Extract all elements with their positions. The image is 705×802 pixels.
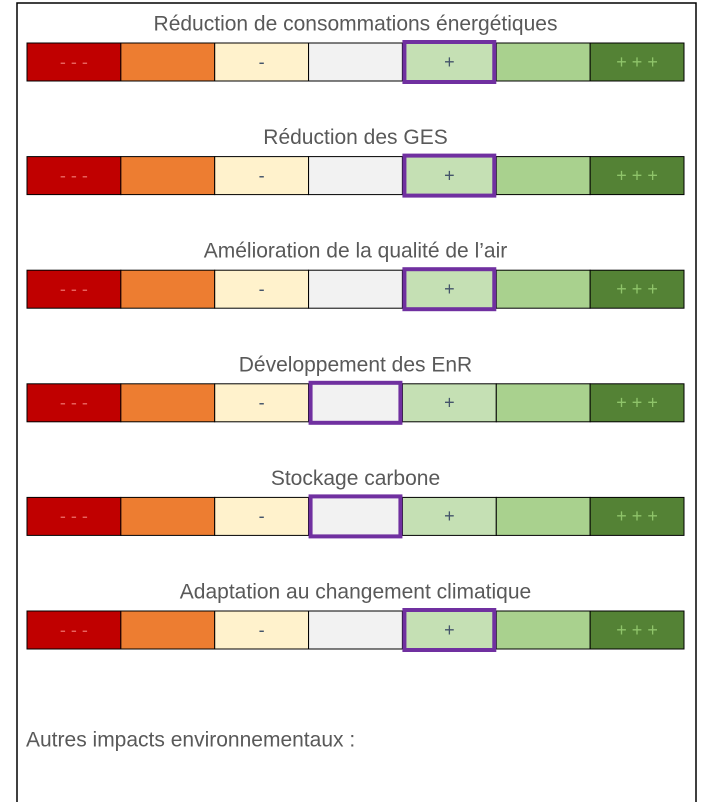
row-title: Adaptation au changement climatique bbox=[180, 581, 531, 604]
selected-cell bbox=[308, 380, 403, 425]
scale-cell bbox=[589, 269, 685, 309]
cell-label: - bbox=[259, 506, 265, 526]
scale-cell bbox=[401, 156, 497, 196]
selected-cell bbox=[402, 153, 497, 198]
scale-cell bbox=[214, 610, 310, 650]
scale-cell bbox=[308, 496, 403, 536]
cell-label: + bbox=[444, 506, 455, 526]
scale-cell bbox=[589, 383, 685, 423]
row-title: Réduction de consommations énergétiques bbox=[154, 13, 558, 36]
cell-label: - - - bbox=[60, 393, 88, 413]
row-title: Stockage carbone bbox=[271, 467, 440, 490]
cell-label: + + + bbox=[616, 620, 658, 640]
cell-label: + + + bbox=[616, 165, 658, 185]
scale-cell bbox=[26, 610, 122, 650]
cell-label: - - - bbox=[60, 165, 88, 185]
cell-label: - bbox=[259, 279, 265, 299]
scale-cell bbox=[26, 383, 122, 423]
scale-cell bbox=[120, 269, 216, 309]
cell-label: + + + bbox=[616, 506, 658, 526]
scale-cell bbox=[589, 610, 685, 650]
cell-label: + + + bbox=[616, 52, 658, 72]
frame bbox=[16, 2, 697, 802]
scale-cell bbox=[495, 42, 591, 82]
row-title: Réduction des GES bbox=[263, 126, 447, 149]
cell-label: - - - bbox=[60, 620, 88, 640]
scale-cell bbox=[401, 610, 497, 650]
selected-cell bbox=[402, 40, 497, 84]
row-title: Développement des EnR bbox=[239, 353, 472, 376]
scale-cell bbox=[495, 383, 591, 423]
cell-label: + bbox=[444, 393, 455, 413]
selected-cell bbox=[402, 267, 497, 312]
cell-label: - - - bbox=[60, 279, 88, 299]
cell-label: + bbox=[444, 279, 455, 299]
cell-label: - - - bbox=[60, 52, 88, 72]
scale-cell bbox=[120, 610, 216, 650]
scale-cell bbox=[495, 496, 591, 536]
scale-cell bbox=[120, 496, 216, 536]
selected-cell bbox=[308, 494, 403, 539]
cell-label: + bbox=[444, 165, 455, 185]
cell-label: - bbox=[259, 620, 265, 640]
cell-label: - bbox=[259, 165, 265, 185]
scale-cell bbox=[589, 156, 685, 196]
scale-cell bbox=[26, 496, 122, 536]
scale-cell bbox=[495, 610, 591, 650]
scale-cell bbox=[308, 383, 403, 423]
selected-cell bbox=[402, 608, 497, 652]
scale-cell bbox=[308, 42, 403, 82]
cell-label: + bbox=[444, 52, 455, 72]
scale-cell bbox=[120, 383, 216, 423]
cell-label: + + + bbox=[616, 279, 658, 299]
cell-label: - bbox=[259, 52, 265, 72]
scale-cell bbox=[120, 42, 216, 82]
row-title: Amélioration de la qualité de l’air bbox=[204, 240, 508, 263]
scale-cell bbox=[495, 269, 591, 309]
cell-label: - bbox=[259, 393, 265, 413]
scale-cell bbox=[214, 156, 310, 196]
cell-label: - - - bbox=[60, 506, 88, 526]
scale-cell bbox=[589, 496, 685, 536]
scale-cell bbox=[120, 156, 216, 196]
footer-text: Autres impacts environnementaux : bbox=[26, 729, 355, 752]
scale-cell bbox=[308, 156, 403, 196]
cell-label: + bbox=[444, 620, 455, 640]
scale-cell bbox=[214, 42, 310, 82]
scale-cell bbox=[589, 42, 685, 82]
scale-cell bbox=[26, 269, 122, 309]
cell-label: + + + bbox=[616, 393, 658, 413]
scale-cell bbox=[495, 156, 591, 196]
scale-cell bbox=[308, 269, 403, 309]
scale-cell bbox=[214, 269, 310, 309]
scale-cell bbox=[308, 610, 403, 650]
